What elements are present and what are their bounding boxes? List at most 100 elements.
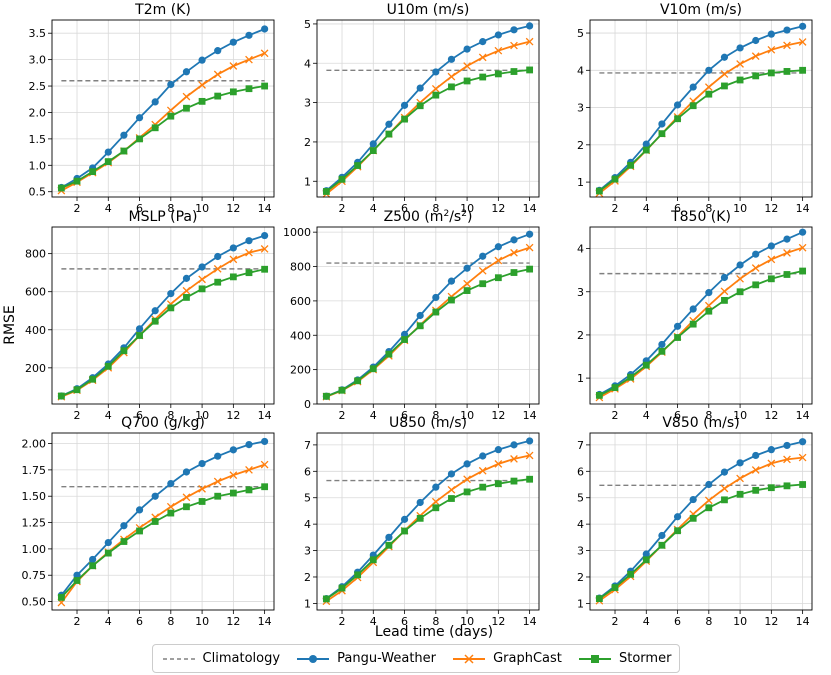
- point-graphcast: [229, 62, 238, 70]
- point-pangu-weather: [151, 492, 159, 500]
- point-stormer: [642, 361, 650, 369]
- legend: Climatology Pangu-Weather GraphCast Stor…: [152, 644, 680, 673]
- point-graphcast: [720, 287, 729, 296]
- x-tick-label: 8: [167, 202, 174, 215]
- y-tick-label: 1: [304, 175, 311, 188]
- x-tick-label: 6: [136, 615, 143, 628]
- point-stormer: [448, 83, 455, 91]
- x-tick-label: 14: [796, 409, 810, 422]
- y-tick-label: 4: [577, 518, 584, 531]
- point-pangu-weather: [526, 230, 534, 238]
- plot-frame: [316, 19, 540, 198]
- x-tick-label: 14: [523, 202, 537, 215]
- point-pangu-weather: [245, 440, 253, 449]
- x-tick-label: 6: [674, 202, 681, 215]
- x-tick-label: 2: [612, 409, 619, 422]
- point-pangu-weather: [416, 311, 424, 320]
- subplot-title-text: ): [467, 209, 472, 225]
- plot-frame: [589, 432, 813, 611]
- y-tick-label: 600: [25, 286, 46, 299]
- y-tick-label: 3.5: [29, 27, 47, 40]
- point-pangu-weather: [736, 44, 744, 52]
- x-tick-label: 8: [432, 615, 439, 628]
- x-tick-label: 10: [733, 409, 747, 422]
- x-tick-label: 12: [764, 615, 778, 628]
- point-stormer: [705, 307, 713, 315]
- legend-swatch-climatology: [162, 657, 195, 660]
- x-tick-label: 2: [74, 202, 81, 215]
- point-pangu-weather: [89, 555, 97, 564]
- y-tick-label: 2.5: [29, 80, 47, 93]
- x-tick-label: 12: [226, 202, 240, 215]
- x-tick-label: 8: [705, 202, 712, 215]
- point-graphcast: [510, 455, 518, 463]
- point-stormer: [611, 175, 619, 183]
- point-stormer: [198, 97, 206, 105]
- point-graphcast: [751, 264, 760, 272]
- subplot-title: T2m (K): [134, 2, 191, 18]
- y-tick-label: 2.00: [22, 438, 47, 451]
- point-stormer: [401, 336, 408, 343]
- x-tick-label: 14: [796, 202, 810, 215]
- point-pangu-weather: [510, 441, 518, 449]
- point-stormer: [198, 285, 206, 293]
- y-tick-label: 0.75: [22, 569, 47, 582]
- series-line-pangu-weather: [326, 233, 530, 398]
- point-graphcast: [260, 460, 269, 469]
- point-stormer: [799, 66, 807, 74]
- point-graphcast: [704, 496, 713, 505]
- point-pangu-weather: [526, 22, 534, 30]
- point-stormer: [479, 73, 487, 81]
- point-graphcast: [720, 484, 729, 493]
- point-pangu-weather: [432, 483, 440, 491]
- point-stormer: [89, 375, 97, 383]
- x-tick-label: 14: [258, 202, 272, 215]
- point-stormer: [229, 88, 237, 96]
- y-tick-label: 800: [290, 261, 311, 274]
- series-line-pangu-weather: [60, 440, 265, 596]
- point-stormer: [627, 161, 635, 169]
- x-tick-label: 4: [105, 202, 112, 215]
- point-graphcast: [166, 106, 175, 115]
- point-pangu-weather: [182, 68, 191, 76]
- legend-label-stormer: Stormer: [618, 651, 672, 666]
- point-graphcast: [525, 37, 534, 46]
- point-graphcast: [736, 60, 744, 68]
- x-tick-label: 10: [460, 409, 474, 422]
- point-stormer: [183, 294, 190, 301]
- point-stormer: [151, 124, 159, 132]
- point-stormer: [57, 593, 65, 601]
- y-axis-label: RMSE: [2, 305, 18, 345]
- point-pangu-weather: [463, 264, 471, 272]
- point-stormer: [385, 350, 393, 358]
- point-pangu-weather: [720, 53, 729, 61]
- point-pangu-weather: [135, 325, 144, 333]
- y-tick-label: 1.5: [29, 133, 47, 146]
- point-pangu-weather: [689, 495, 697, 504]
- x-tick-label: 4: [370, 615, 377, 628]
- subplot-title: MSLP (Pa): [129, 209, 198, 225]
- x-tick-label: 6: [674, 409, 681, 422]
- x-tick-label: 6: [136, 409, 143, 422]
- point-stormer: [73, 386, 81, 394]
- point-stormer: [705, 504, 713, 512]
- series-line-graphcast: [326, 246, 530, 398]
- point-pangu-weather: [494, 31, 502, 39]
- subplot-title-text: T2m (K): [134, 2, 191, 18]
- point-stormer: [658, 541, 666, 549]
- point-pangu-weather: [479, 38, 487, 46]
- y-tick-label: 5: [577, 492, 584, 505]
- point-pangu-weather: [167, 80, 175, 89]
- point-graphcast: [751, 52, 760, 61]
- point-stormer: [674, 115, 681, 123]
- point-stormer: [151, 518, 159, 525]
- point-stormer: [674, 527, 681, 535]
- point-pangu-weather: [720, 273, 729, 282]
- point-pangu-weather: [416, 498, 424, 507]
- point-graphcast: [494, 460, 503, 468]
- point-stormer: [229, 489, 237, 497]
- point-graphcast: [478, 53, 487, 62]
- point-pangu-weather: [385, 533, 393, 541]
- x-tick-label: 4: [370, 202, 377, 215]
- point-stormer: [721, 82, 728, 90]
